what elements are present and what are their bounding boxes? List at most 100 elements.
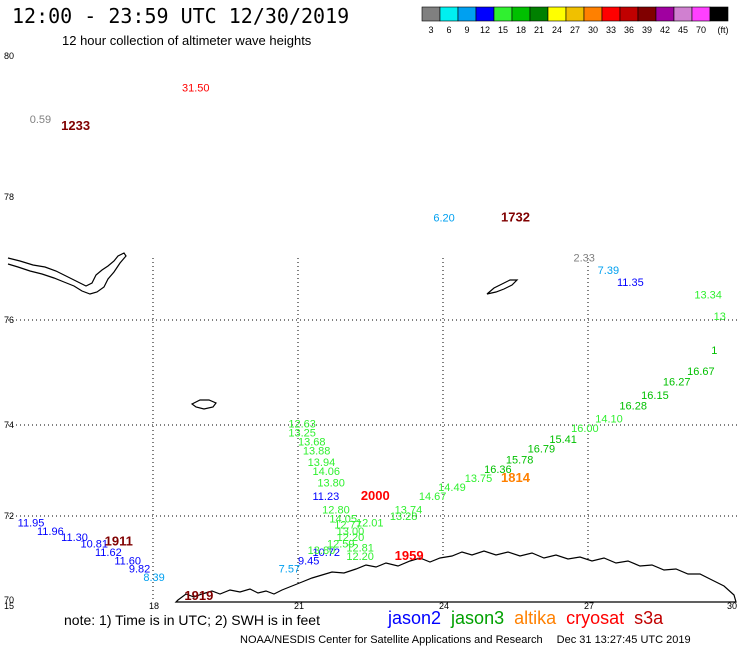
colorbar-label: 42 (660, 25, 670, 35)
wave-height-label: 13.75 (465, 473, 493, 485)
colorbar-label: 27 (570, 25, 580, 35)
satellite-legend-jason2: jason2 (388, 608, 442, 628)
colorbar-label: 18 (516, 25, 526, 35)
satellite-legend-s3a: s3a (634, 608, 664, 628)
wave-height-label: 13.00 (337, 526, 365, 538)
wave-height-label: 16.27 (663, 377, 691, 389)
wave-height-label: 12.77 (334, 520, 362, 532)
wave-height-label: 13.74 (395, 505, 423, 517)
wave-height-label: 16.28 (619, 400, 647, 412)
satellite-pass-times: 1233 1732 2000 1814 1911 1959 1919 (61, 118, 531, 603)
map-title: 12:00 - 23:59 UTC 12/30/2019 (12, 4, 350, 28)
pass-time-label: 1911 (105, 533, 133, 548)
wave-height-label: 11.23 (313, 491, 340, 503)
wave-height-label: 11.60 (114, 555, 141, 567)
wave-height-label: 11.96 (37, 526, 64, 538)
pass-time-label: 2000 (361, 488, 390, 503)
colorbar-label: 36 (624, 25, 634, 35)
wave-height-label: 14.49 (438, 482, 466, 494)
wave-height-label: 13.28 (390, 511, 418, 523)
wave-height-label: 13.68 (298, 436, 326, 448)
wave-height-label: 11.62 (95, 547, 122, 559)
wave-height-label: 11.30 (61, 532, 88, 544)
pass-time-label: 1732 (501, 210, 530, 225)
wave-height-label: 12.20 (346, 551, 374, 563)
pass-time-label: 1814 (501, 470, 531, 485)
wave-height-label: 13.80 (317, 477, 345, 489)
lon-tick-label: 24 (439, 601, 449, 611)
colorbar: 3 6 9 12 15 18 21 24 27 30 33 36 39 42 45 70 (ft) (421, 6, 729, 35)
lat-tick-label: 76 (4, 315, 14, 325)
wave-height-label: 13 (714, 311, 726, 323)
graticule (8, 258, 740, 600)
lon-tick-label: 27 (584, 601, 594, 611)
wave-height-label: 11.95 (18, 518, 45, 530)
wave-height-label: 16.79 (528, 443, 556, 455)
satellite-legend-jason3: jason3 (451, 608, 505, 628)
wave-height-label: 6.20 (433, 213, 454, 225)
colorbar-label: 12 (480, 25, 490, 35)
legend-note: note: 1) Time is in UTC; 2) SWH is in fe… (64, 612, 320, 628)
wave-height-label: 16.00 (571, 423, 599, 435)
pass-time-label: 1959 (395, 548, 424, 563)
colorbar-label: 15 (498, 25, 508, 35)
lon-tick-label: 21 (294, 601, 304, 611)
lon-tick-label: 30 (727, 601, 737, 611)
wave-height-label: 14.06 (313, 466, 341, 478)
lat-tick-label: 74 (4, 420, 14, 430)
colorbar-label: 70 (696, 25, 706, 35)
wave-height-label: 12.80 (322, 505, 350, 517)
bear-island-coastline (190, 399, 217, 410)
wave-height-label: 12.63 (288, 418, 316, 430)
colorbar-swatch (709, 6, 729, 22)
wave-height-label: 8.39 (143, 572, 164, 584)
wave-height-label: 14.67 (419, 491, 447, 503)
wave-height-label: 9.45 (298, 555, 319, 567)
colorbar-label: 33 (606, 25, 616, 35)
wave-height-label: 14.10 (595, 413, 623, 425)
colorbar-label: 3 (428, 25, 433, 35)
satellite-legend-cryosat: cryosat (566, 608, 625, 628)
wave-height-label: 7.57 (279, 564, 300, 576)
lat-tick-label: 80 (4, 51, 14, 61)
norway-coastline (174, 550, 737, 603)
lon-tick-label: 18 (149, 601, 159, 611)
colorbar-label: 45 (678, 25, 688, 35)
wave-height-label: 13.88 (303, 446, 331, 458)
wave-height-label: 16.67 (687, 366, 715, 378)
wave-height-label: 15.41 (549, 434, 577, 446)
pass-time-label: 1233 (61, 118, 90, 133)
colorbar-label: 6 (446, 25, 451, 35)
lat-tick-label: 72 (4, 511, 14, 521)
wave-height-label: 7.39 (598, 265, 619, 277)
wave-height-label: 10.81 (81, 539, 109, 551)
coastline (7, 252, 737, 603)
svalbard-coastline (7, 252, 127, 295)
wave-height-label: 12.20 (337, 532, 365, 544)
wave-height-label: 10.72 (313, 547, 341, 559)
wave-height-label: 16.36 (484, 464, 512, 476)
wave-height-label: 0.59 (30, 114, 51, 126)
lon-tick-label: 15 (4, 601, 14, 611)
wave-height-label: 15.78 (506, 455, 534, 467)
wave-height-label: 2.33 (574, 253, 595, 265)
lat-tick-label: 70 (4, 595, 14, 605)
pass-time-label: 1919 (184, 588, 213, 603)
kong-karls-land-coastline (486, 279, 519, 295)
satellite-legend-altika: altika (514, 608, 557, 628)
wave-height-label: 13.25 (288, 427, 316, 439)
wave-height-label: 1 (711, 345, 717, 357)
wave-height-label: 16.15 (641, 390, 669, 402)
map-subtitle: 12 hour collection of altimeter wave hei… (62, 33, 312, 48)
colorbar-label: 9 (464, 25, 469, 35)
wave-height-label: 13.34 (694, 289, 722, 301)
wave-height-label: 13.80 (308, 545, 336, 557)
footer-credit: NOAA/NESDIS Center for Satellite Applica… (240, 634, 543, 646)
footer: NOAA/NESDIS Center for Satellite Applica… (240, 634, 691, 646)
satellite-legend: jason2 jason3 altika cryosat s3a (388, 608, 673, 629)
colorbar-label: (ft) (718, 25, 729, 35)
wave-height-label: 31.50 (182, 82, 210, 94)
wave-height-label: 9.82 (129, 564, 150, 576)
